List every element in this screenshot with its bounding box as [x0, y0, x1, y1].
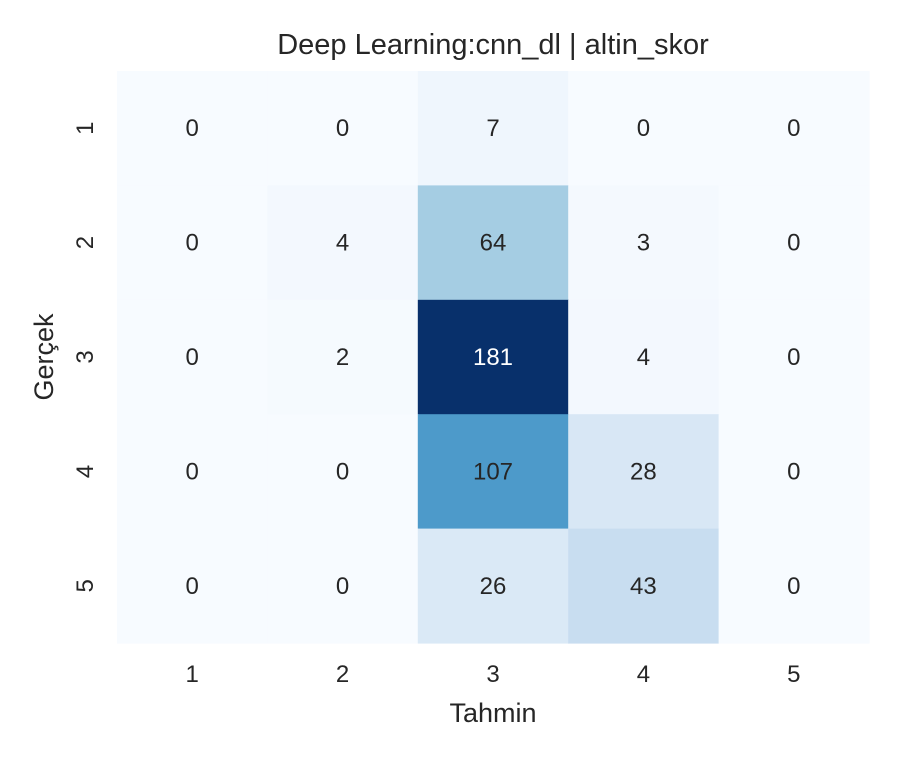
heatmap-cell	[267, 71, 419, 186]
cell-value-label: 7	[486, 115, 499, 142]
heatmap-cell	[417, 528, 569, 644]
heatmap-cell	[568, 71, 720, 186]
heatmap-cell	[718, 528, 870, 644]
y-tick-label: 3	[72, 350, 99, 363]
x-tick-label: 1	[186, 661, 199, 688]
heatmap-cells	[117, 71, 870, 644]
cell-value-label: 0	[787, 230, 800, 257]
x-tick-label: 4	[637, 661, 650, 688]
cell-value-label: 0	[186, 458, 199, 485]
heatmap-cell	[267, 414, 419, 530]
heatmap-cell	[568, 528, 720, 644]
heatmap-cell	[117, 299, 268, 415]
x-tick-label: 3	[486, 661, 499, 688]
heatmap-cell	[117, 71, 268, 186]
cell-value-label: 0	[787, 344, 800, 371]
y-tick-label: 4	[72, 465, 99, 478]
heatmap-cell	[117, 528, 268, 644]
cell-value-label: 0	[186, 230, 199, 257]
heatmap-cell	[568, 185, 720, 301]
cell-value-label: 0	[787, 458, 800, 485]
heatmap-cell	[267, 185, 419, 301]
y-tick-label: 5	[72, 579, 99, 592]
heatmap-cell	[417, 71, 569, 186]
heatmap-cell	[417, 414, 569, 530]
cell-value-label: 2	[336, 344, 349, 371]
cell-value-label: 0	[336, 573, 349, 600]
heatmap-cell	[417, 299, 569, 415]
heatmap-cell	[718, 414, 870, 530]
cell-value-label: 26	[480, 573, 507, 600]
heatmap-cell	[718, 299, 870, 415]
cell-value-label: 28	[630, 458, 657, 485]
heatmap-cell	[718, 185, 870, 301]
cell-value-label: 0	[186, 115, 199, 142]
heatmap-cell	[117, 414, 268, 530]
heatmap-cell	[417, 185, 569, 301]
cell-value-label: 107	[473, 458, 513, 485]
cell-value-label: 0	[637, 115, 650, 142]
cell-value-label: 0	[336, 115, 349, 142]
x-tick-label: 2	[336, 661, 349, 688]
cell-value-label: 64	[480, 230, 507, 257]
cell-value-label: 0	[787, 115, 800, 142]
y-tick-label: 1	[72, 122, 99, 135]
heatmap-cell	[117, 185, 268, 301]
heatmap-cell-labels: 0 0 7 0 0 0 4 64 3 0 0 2 181 4 0 0 0 107 28 0 0 0 26 43 0	[186, 115, 801, 600]
heatmap-cell	[718, 71, 870, 186]
heatmap-cell	[568, 414, 720, 530]
cell-value-label: 3	[637, 230, 650, 257]
cell-value-label: 43	[630, 573, 657, 600]
chart-title: Deep Learning:cnn_dl | altin_skor	[277, 29, 709, 61]
cell-value-label: 0	[186, 344, 199, 371]
cell-value-label: 0	[336, 458, 349, 485]
heatmap-cell	[267, 299, 419, 415]
y-axis-title: Gerçek	[29, 313, 59, 401]
cell-value-label: 4	[336, 230, 349, 257]
cell-value-label: 0	[787, 573, 800, 600]
cell-value-label: 0	[186, 573, 199, 600]
x-axis-tick-labels: 1 2 3 4 5	[186, 661, 801, 688]
x-tick-label: 5	[787, 661, 800, 688]
heatmap-cell	[568, 299, 720, 415]
y-axis-tick-labels: 1 2 3 4 5	[72, 122, 99, 593]
y-tick-label: 2	[72, 236, 99, 249]
cell-value-label: 181	[473, 344, 513, 371]
cell-value-label: 4	[637, 344, 650, 371]
x-axis-title: Tahmin	[449, 698, 536, 728]
heatmap-cell	[267, 528, 419, 644]
